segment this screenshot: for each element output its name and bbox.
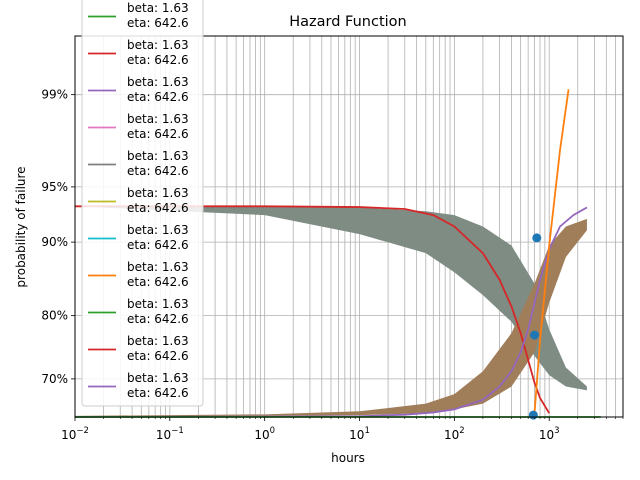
x-axis-ticks: 10−2 10−1 100 101 102 103 (61, 417, 624, 442)
x-tick-label: 101 (349, 426, 370, 442)
data-points (528, 233, 542, 420)
legend-entry-label: beta: 1.63 (127, 38, 189, 52)
y-tick-label: 90% (41, 235, 68, 249)
confidence-bands (75, 206, 587, 417)
legend-entry-label: beta: 1.63 (127, 334, 189, 348)
x-tick-label: 100 (254, 426, 275, 442)
y-axis-ticks: 70% 80% 90% 95% 99% (41, 88, 75, 386)
data-point (532, 233, 542, 243)
legend-entry-label: eta: 642.6 (127, 53, 189, 67)
legend-entry-label: beta: 1.63 (127, 149, 189, 163)
legend-entry-label: eta: 642.6 (127, 349, 189, 363)
legend-entry-label: eta: 642.6 (127, 16, 189, 30)
legend-entry-label: beta: 1.63 (127, 112, 189, 126)
series-line (74, 206, 588, 418)
x-axis-label: hours (331, 451, 365, 465)
data-point (530, 330, 540, 340)
y-tick-label: 70% (41, 372, 68, 386)
legend-entry-label: beta: 1.63 (127, 297, 189, 311)
legend-entry-label: beta: 1.63 (127, 371, 189, 385)
series-line (533, 89, 570, 414)
legend-entry-label: eta: 642.6 (127, 127, 189, 141)
legend-entry-label: eta: 642.6 (127, 312, 189, 326)
x-tick-label: 10−2 (61, 426, 89, 442)
legend-entry-label: beta: 1.63 (127, 223, 189, 237)
legend-entry-label: beta: 1.63 (127, 260, 189, 274)
legend-entry-label: eta: 642.6 (127, 238, 189, 252)
plot-frame (74, 35, 624, 418)
x-tick-label: 102 (444, 426, 465, 442)
legend-entry-label: eta: 642.6 (127, 164, 189, 178)
legend-entry-label: eta: 642.6 (127, 386, 189, 400)
y-tick-label: 80% (41, 309, 68, 323)
chart-title: Hazard Function (289, 14, 406, 30)
x-tick-label: 10−1 (156, 426, 184, 442)
data-point (528, 410, 538, 420)
x-tick-label: 103 (539, 426, 560, 442)
legend-entry-label: beta: 1.63 (127, 186, 189, 200)
confidence-band (75, 206, 587, 391)
legend-entry-label: eta: 642.6 (127, 275, 189, 289)
legend-entry-label: eta: 642.6 (127, 90, 189, 104)
legend-entry-label: beta: 1.63 (127, 75, 189, 89)
y-tick-label: 99% (41, 88, 68, 102)
legend-entry-label: beta: 1.63 (127, 1, 189, 15)
legend-box (81, 0, 204, 407)
y-tick-label: 95% (41, 180, 68, 194)
series-line (75, 205, 550, 414)
legend-entry-label: eta: 642.6 (127, 201, 189, 215)
y-axis-label: probability of failure (14, 166, 28, 287)
